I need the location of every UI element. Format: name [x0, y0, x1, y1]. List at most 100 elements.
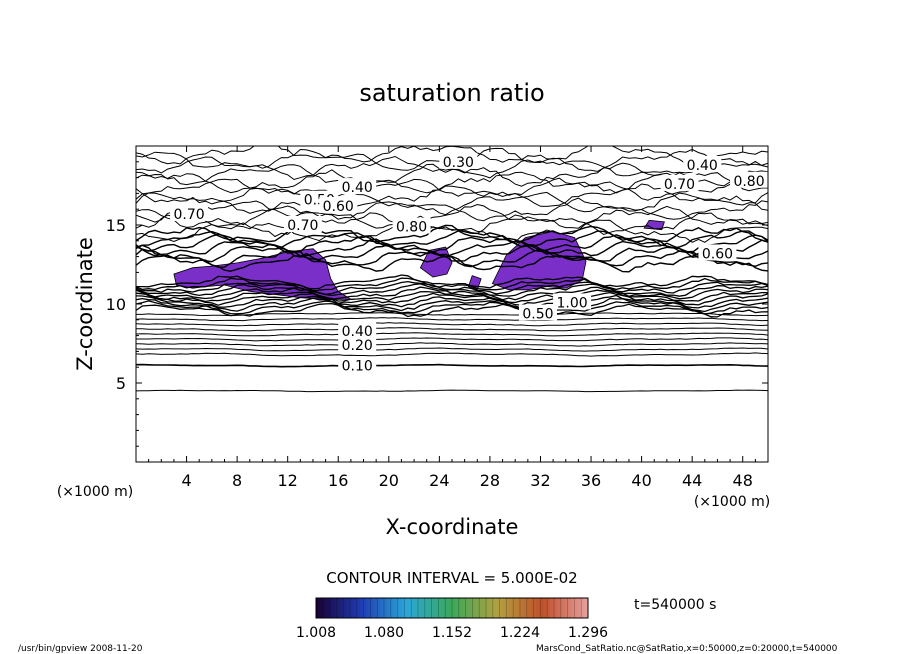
contour-label-bg: [698, 244, 737, 261]
contour-line: [136, 203, 768, 229]
colorbar-labels: 1.008 1.080 1.152 1.224 1.296: [296, 598, 608, 641]
time-label: t=540000 s: [634, 597, 716, 613]
contour-label-bg: [338, 356, 377, 373]
contour-label-bg: [518, 304, 557, 321]
contour-label-bg: [338, 321, 377, 338]
contour-line: [136, 280, 768, 295]
contour-line: [136, 243, 768, 263]
footer-left: /usr/bin/gpview 2008-11-20: [18, 644, 143, 654]
contour-line: [136, 219, 768, 243]
x-tick-label: 32: [530, 471, 550, 490]
contour-line: [136, 302, 768, 318]
contour-line: [136, 197, 768, 223]
contour-line: [136, 327, 768, 332]
contour-line: [136, 389, 768, 393]
contour-label: 0.70: [174, 207, 205, 223]
contour-label: 0.80: [733, 174, 764, 190]
contour-line: [136, 233, 768, 254]
contour-line: [136, 274, 768, 290]
contour-line: [136, 294, 768, 309]
contour-line: [136, 322, 768, 327]
contour-line: [136, 155, 768, 181]
contour-line: [136, 230, 768, 250]
contour-line: [136, 162, 768, 187]
contour-label: 0.30: [443, 155, 474, 171]
y-tick-label: 10: [106, 295, 126, 314]
contour-label: 0.10: [342, 359, 373, 375]
colorbar-tick-label: 1.008: [296, 625, 336, 641]
contour-label-bg: [283, 216, 322, 232]
contour-line: [136, 300, 768, 315]
contour-label: 0.70: [287, 218, 318, 234]
x-tick-label: 4: [181, 471, 191, 490]
x-tick-label: 28: [480, 471, 500, 490]
x-tick-label: 12: [278, 471, 298, 490]
colorbar-tick-label: 1.224: [500, 625, 540, 641]
y-axis: 5 10 15: [106, 161, 768, 447]
x-tick-label: 24: [429, 471, 449, 490]
contour-interval: CONTOUR INTERVAL = 5.000E-02: [326, 569, 577, 587]
contour-line: [136, 191, 768, 216]
contour-label-bg: [553, 293, 592, 310]
y-tick-label: 5: [116, 374, 126, 393]
x-axis: 4 8 12 16 20 24 28 32 36 40 44 48: [148, 146, 756, 490]
contour-line: [136, 286, 768, 301]
contour-line: [136, 332, 768, 337]
x-tick-label: 16: [328, 471, 348, 490]
contour-label: 0.60: [323, 199, 354, 215]
contour-line: [136, 317, 768, 322]
x-tick-label: 36: [581, 471, 601, 490]
contour-label: 0.40: [687, 158, 718, 174]
contour-line: [136, 297, 768, 313]
y-tick-label: 15: [106, 216, 126, 235]
contour-label-bg: [319, 197, 358, 214]
contour-line: [136, 224, 768, 245]
x-unit-left: (×1000 m): [57, 484, 133, 500]
x-unit-right: (×1000 m): [694, 494, 770, 510]
contour-label: 0.20: [342, 338, 373, 354]
colorbar: [315, 597, 589, 619]
contour-label: 0.80: [396, 220, 427, 236]
contour-line: [136, 277, 768, 292]
contour-label-bg: [392, 217, 431, 234]
contour-label: 0.70: [664, 177, 695, 193]
contour-line: [136, 347, 768, 352]
contour-labels: 0.100.200.400.500.300.400.500.600.700.70…: [170, 152, 769, 375]
contour-lines: [136, 146, 768, 393]
contour-label-bg: [730, 171, 769, 188]
contour-line: [136, 177, 768, 201]
contour-label: 0.50: [522, 306, 553, 322]
colorbar-tick-label: 1.080: [364, 625, 404, 641]
supersaturated-region: [419, 246, 453, 278]
contour-label-bg: [660, 174, 699, 191]
x-tick-label: 40: [631, 471, 651, 490]
contour-label: 0.40: [342, 180, 373, 196]
contour-label: 0.60: [702, 246, 733, 262]
contour-label: 0.40: [342, 324, 373, 340]
contour-line: [136, 352, 768, 357]
contour-label: 1.00: [556, 295, 587, 311]
contour-label-bg: [683, 155, 722, 172]
colorbar-tick-label: 1.296: [568, 625, 608, 641]
contour-line: [136, 342, 768, 347]
contour-line: [136, 337, 768, 342]
contour-label-bg: [170, 204, 209, 221]
y-axis-label: Z-coordinate: [73, 237, 97, 371]
x-tick-label: 48: [733, 471, 753, 490]
x-tick-label: 44: [682, 471, 702, 490]
contour-line: [136, 291, 768, 306]
x-axis-label: X-coordinate: [386, 515, 519, 539]
contour-label-bg: [439, 152, 478, 169]
contour-line: [136, 252, 768, 273]
chart-title: saturation ratio: [359, 79, 544, 107]
footer-right: MarsCond_SatRatio.nc@SatRatio,x=0:50000,…: [536, 644, 838, 654]
x-tick-label: 8: [232, 471, 242, 490]
contour-label-bg: [338, 178, 377, 195]
contour-line: [136, 363, 768, 368]
contour-label-bg: [338, 336, 377, 353]
colorbar-tick-label: 1.152: [432, 625, 472, 641]
contour-line: [136, 289, 768, 304]
plot-area: [136, 146, 768, 393]
x-tick-label: 20: [379, 471, 399, 490]
